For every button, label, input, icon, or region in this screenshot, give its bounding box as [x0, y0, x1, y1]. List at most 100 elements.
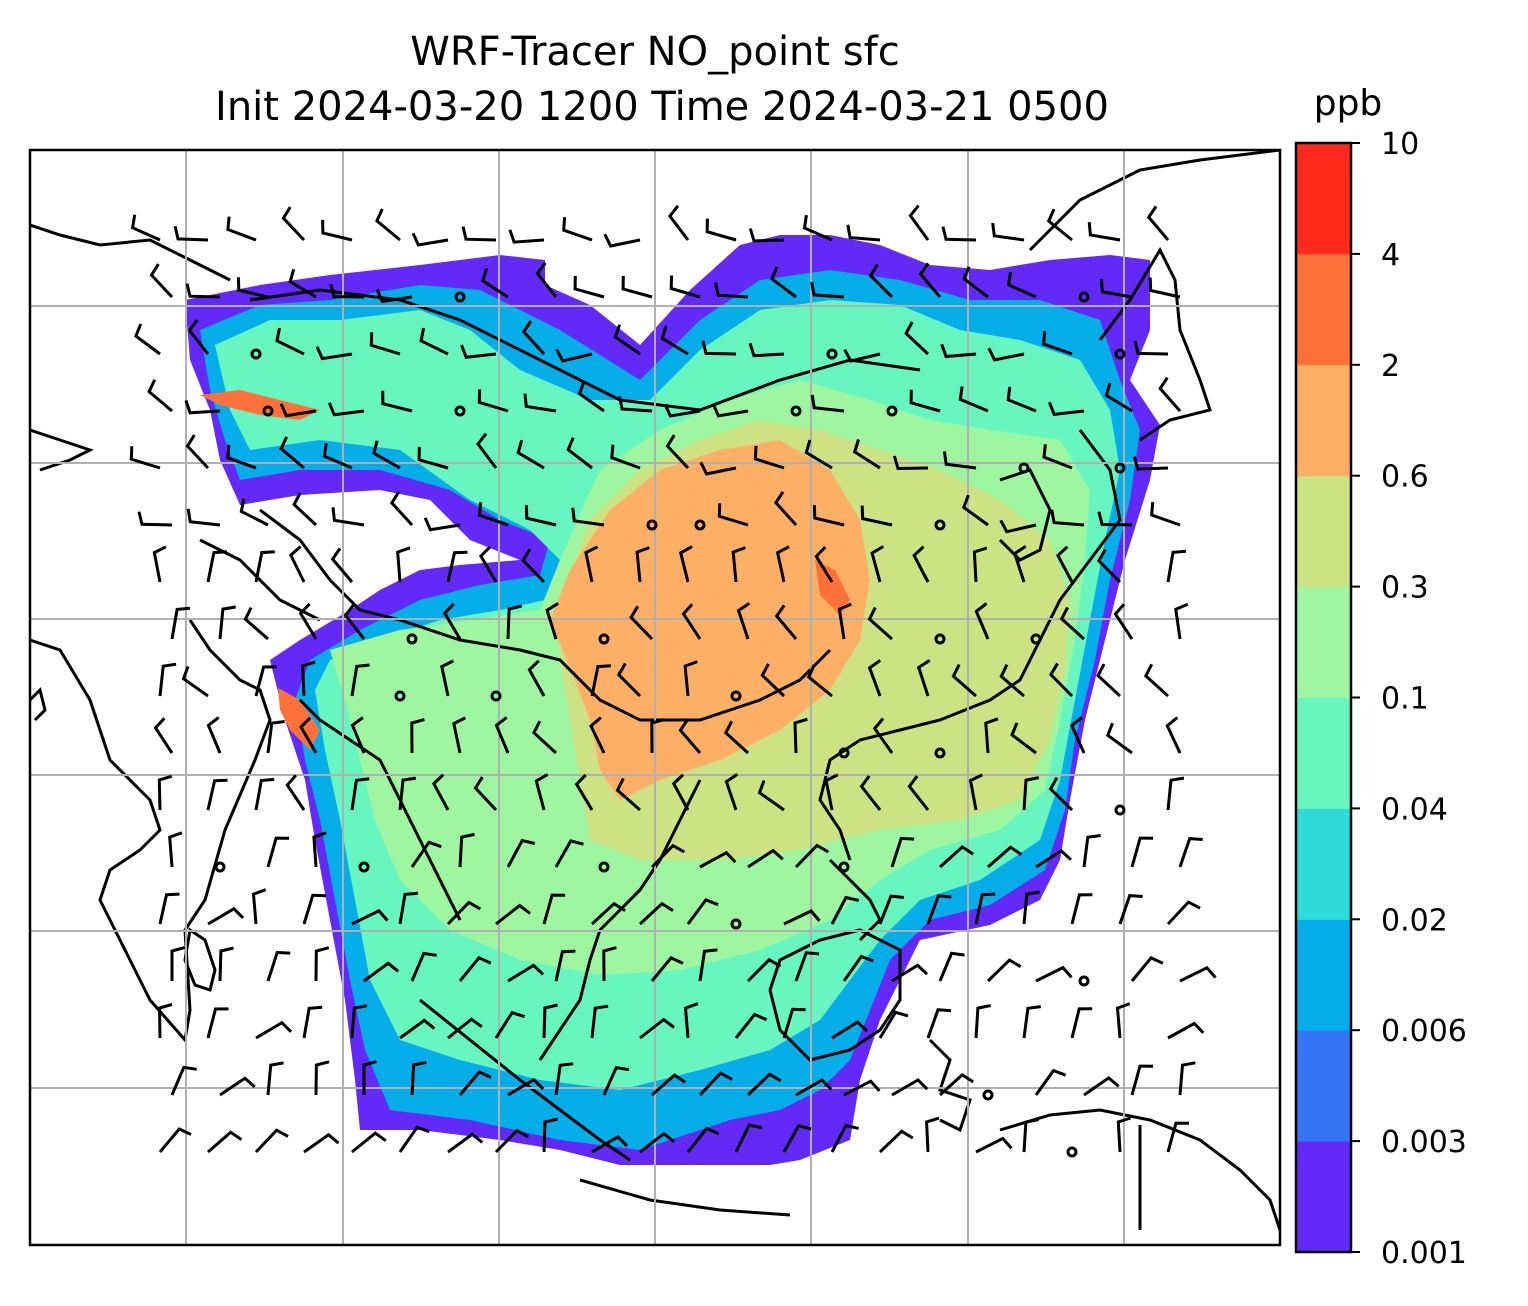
coastline-java: [579, 1178, 791, 1217]
wind-barb: [891, 963, 929, 983]
wind-barb: [918, 262, 942, 298]
colorbar-tick-label: 0.3: [1381, 571, 1429, 606]
wind-barb: [219, 1076, 256, 1097]
wind-barb: [699, 850, 737, 869]
wind-barb: [458, 955, 492, 982]
wind-barb: [1049, 662, 1074, 698]
wind-barb: [298, 602, 318, 640]
wind-barb: [987, 347, 1025, 362]
colorbar-tick-label: 0.6: [1381, 460, 1429, 495]
wind-barb: [1035, 849, 1072, 869]
wind-barb: [398, 891, 419, 925]
map-panel: [30, 150, 1280, 1245]
wind-barb: [698, 1071, 733, 1097]
wind-barb: [1166, 900, 1201, 926]
wind-barb: [226, 216, 257, 242]
wind-barb: [312, 831, 327, 868]
wind-barb: [591, 1135, 629, 1154]
wind-barb: [254, 1128, 289, 1154]
wind-barb: [147, 379, 173, 413]
wind-barb: [535, 262, 558, 298]
wind-barb: [542, 1117, 559, 1153]
wind-barb: [411, 232, 449, 247]
wind-barb: [477, 389, 509, 413]
wind-barb: [446, 900, 482, 926]
wind-barb: [343, 604, 366, 640]
wind-barb: [1130, 1064, 1154, 1096]
wind-barb: [577, 380, 605, 413]
wind-barb: [1006, 386, 1037, 413]
wind-barb: [830, 895, 860, 925]
tracer-band-peak-north: [200, 390, 320, 420]
wind-barb: [322, 443, 353, 470]
wind-barb: [417, 446, 449, 470]
wind-barb: [494, 1128, 530, 1154]
wind-barb: [736, 602, 751, 640]
wind-barb: [523, 393, 557, 413]
wind-barb: [315, 346, 353, 361]
wind-barb: [218, 946, 234, 982]
wind-barb: [452, 716, 467, 754]
wind-barb: [186, 508, 221, 527]
wind-barb: [972, 546, 988, 583]
title-line-2: Init 2024-03-20 1200 Time 2024-03-21 050…: [215, 84, 1109, 130]
wind-barb: [266, 720, 285, 754]
wind-barb: [843, 1079, 881, 1097]
coastline-japan: [1098, 246, 1212, 442]
wind-barb: [157, 1002, 173, 1039]
colorbar-tick-label: 4: [1381, 238, 1400, 273]
wind-barb: [830, 1123, 860, 1153]
calm-wind-marker: [1114, 804, 1126, 816]
wind-barb: [152, 545, 167, 583]
calm-wind-marker: [1078, 291, 1090, 303]
colorbar-segment: [1296, 586, 1351, 698]
wind-barb: [375, 288, 413, 304]
wind-barb: [867, 606, 893, 641]
wind-barb: [1097, 511, 1133, 527]
wind-barb: [369, 332, 401, 356]
wind-barb: [410, 1060, 427, 1096]
wind-barb: [478, 502, 509, 527]
wind-barb: [555, 348, 593, 363]
wind-barb: [1178, 1061, 1196, 1096]
calm-wind-marker: [838, 861, 850, 873]
wind-barb: [302, 893, 326, 925]
wind-barb: [243, 606, 269, 641]
wind-barb: [962, 266, 989, 299]
calm-wind-marker: [406, 633, 418, 645]
calm-wind-marker: [262, 405, 274, 417]
calm-wind-marker: [646, 519, 658, 531]
colorbar-tick-label: 0.006: [1381, 1014, 1467, 1049]
wind-barb: [891, 1078, 929, 1097]
wind-barb: [473, 776, 498, 812]
wind-barb: [134, 323, 161, 356]
wind-barb: [958, 386, 989, 413]
wind-barb: [327, 402, 365, 417]
calm-wind-marker: [1078, 975, 1090, 987]
wind-barb: [878, 1010, 909, 1039]
wind-barb: [1022, 1118, 1039, 1153]
coastline-arabia-west: [30, 687, 47, 722]
wind-barb: [521, 548, 546, 584]
wind-barb: [770, 266, 797, 299]
wind-barb: [872, 717, 894, 754]
wind-barb: [389, 491, 414, 527]
wind-barb: [974, 892, 996, 925]
wind-barb: [938, 951, 965, 982]
coastline-indochina: [538, 779, 702, 1061]
wind-barb: [1166, 1121, 1190, 1153]
wind-barb: [1012, 545, 1027, 583]
wind-barb: [638, 901, 674, 926]
wind-barb: [350, 716, 366, 754]
wind-barb: [279, 436, 305, 470]
wind-barb: [660, 325, 689, 356]
coastline-kazakh: [30, 223, 231, 282]
wind-barb: [423, 517, 461, 532]
calm-wind-marker: [490, 690, 502, 702]
wind-barb: [299, 716, 318, 754]
wind-barb: [1048, 401, 1085, 417]
wind-barb: [254, 665, 277, 697]
wind-barb: [610, 444, 641, 470]
wind-barb: [795, 1078, 833, 1097]
